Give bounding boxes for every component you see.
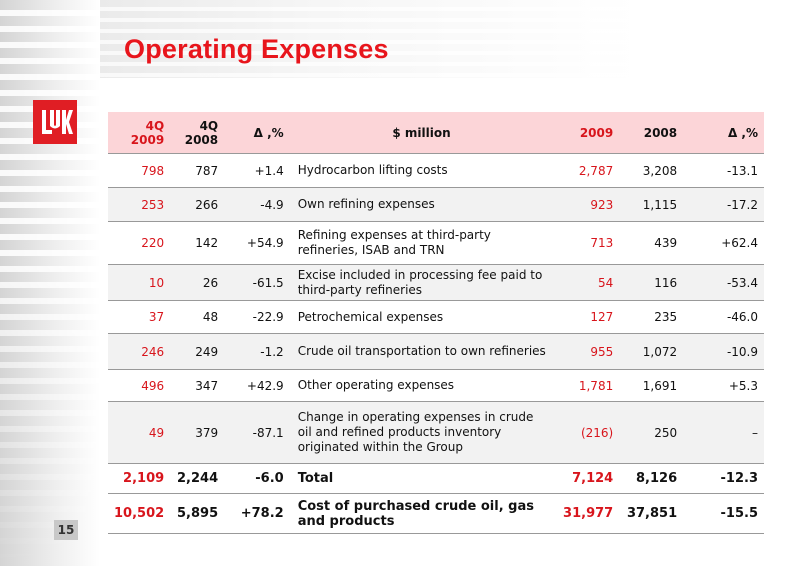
header-stripes	[0, 0, 800, 78]
header-4q-2009: 4Q 2009	[108, 112, 171, 154]
value-2008: 37,851	[619, 493, 684, 534]
value-4q-2008: 787	[170, 153, 225, 188]
value-4q-2008: 266	[170, 187, 225, 222]
item-label: Own refining expenses	[289, 187, 554, 222]
header-4q-2008: 4Q 2008	[170, 112, 225, 154]
value-4q-2008: 347	[170, 369, 225, 402]
header-2009: 2009	[553, 112, 620, 154]
table-row: 37 48 -22.9 Petrochemical expenses 127 235 -46…	[108, 300, 764, 334]
table-header-row: 4Q 2009 4Q 2008 Δ ,% $ million 2009 2008 Δ…	[108, 112, 764, 154]
value-2009: 713	[553, 221, 620, 265]
header-2008: 2008	[619, 112, 684, 154]
value-2009: 7,124	[553, 463, 620, 494]
value-delta-year: -53.4	[683, 264, 764, 301]
header-delta-quarter: Δ ,%	[224, 112, 290, 154]
value-4q-2009: 246	[108, 333, 171, 370]
value-delta-year: +62.4	[683, 221, 764, 265]
value-delta-quarter: -1.2	[224, 333, 290, 370]
item-label: Other operating expenses	[289, 369, 554, 402]
item-label: Crude oil transportation to own refineri…	[289, 333, 554, 370]
value-2009: 31,977	[553, 493, 620, 534]
value-delta-quarter: +78.2	[224, 493, 290, 534]
table-row: 496 347 +42.9 Other operating expenses 1,781…	[108, 369, 764, 402]
item-label: Petrochemical expenses	[289, 300, 554, 334]
operating-expenses-table: 4Q 2009 4Q 2008 Δ ,% $ million 2009 2008 Δ…	[108, 112, 764, 534]
value-delta-year: -10.9	[683, 333, 764, 370]
value-2009: (216)	[553, 401, 620, 464]
table-row: 220 142 +54.9 Refining expenses at third-pa…	[108, 221, 764, 265]
value-delta-year: –	[683, 401, 764, 464]
value-delta-quarter: +42.9	[224, 369, 290, 402]
value-delta-quarter: -6.0	[224, 463, 290, 494]
value-4q-2009: 496	[108, 369, 171, 402]
value-delta-year: -13.1	[683, 153, 764, 188]
value-delta-quarter: -22.9	[224, 300, 290, 334]
value-2008: 1,072	[619, 333, 684, 370]
value-2008: 1,691	[619, 369, 684, 402]
value-4q-2008: 142	[170, 221, 225, 265]
table-row: 10 26 -61.5 Excise included in processing f…	[108, 264, 764, 301]
value-delta-quarter: +54.9	[224, 221, 290, 265]
value-delta-year: -46.0	[683, 300, 764, 334]
item-label: Total	[289, 463, 554, 494]
value-delta-quarter: -61.5	[224, 264, 290, 301]
value-4q-2008: 26	[170, 264, 225, 301]
header-item: $ million	[289, 112, 554, 154]
value-delta-year: -17.2	[683, 187, 764, 222]
header-delta-year: Δ ,%	[683, 112, 764, 154]
value-2008: 439	[619, 221, 684, 265]
page-number: 15	[54, 520, 78, 540]
value-2008: 8,126	[619, 463, 684, 494]
item-label: Change in operating expenses in crude oi…	[289, 401, 554, 464]
lukoil-logo-icon	[33, 100, 77, 144]
value-4q-2009: 253	[108, 187, 171, 222]
value-2009: 955	[553, 333, 620, 370]
value-4q-2008: 2,244	[170, 463, 225, 494]
value-4q-2009: 220	[108, 221, 171, 265]
value-2009: 127	[553, 300, 620, 334]
table-row: 49 379 -87.1 Change in operating expenses i…	[108, 401, 764, 464]
value-delta-quarter: -87.1	[224, 401, 290, 464]
value-4q-2009: 2,109	[108, 463, 171, 494]
value-4q-2008: 48	[170, 300, 225, 334]
value-2009: 1,781	[553, 369, 620, 402]
item-label: Cost of purchased crude oil, gas and pro…	[289, 493, 554, 534]
value-2009: 2,787	[553, 153, 620, 188]
value-2008: 1,115	[619, 187, 684, 222]
value-delta-year: +5.3	[683, 369, 764, 402]
page-title: Operating Expenses	[124, 34, 389, 64]
value-2008: 3,208	[619, 153, 684, 188]
value-2008: 250	[619, 401, 684, 464]
value-delta-quarter: +1.4	[224, 153, 290, 188]
value-2009: 54	[553, 264, 620, 301]
total-row: 10,502 5,895 +78.2 Cost of purchased crude …	[108, 493, 764, 534]
total-row: 2,109 2,244 -6.0 Total 7,124 8,126 -12.3	[108, 463, 764, 494]
value-2009: 923	[553, 187, 620, 222]
item-label: Excise included in processing fee paid t…	[289, 264, 554, 301]
value-2008: 116	[619, 264, 684, 301]
value-4q-2009: 10,502	[108, 493, 171, 534]
value-delta-year: -12.3	[683, 463, 764, 494]
value-4q-2009: 49	[108, 401, 171, 464]
value-4q-2009: 10	[108, 264, 171, 301]
value-4q-2009: 37	[108, 300, 171, 334]
table-row: 253 266 -4.9 Own refining expenses 923 1,115-…	[108, 187, 764, 222]
table-row: 246 249 -1.2 Crude oil transportation to ow…	[108, 333, 764, 370]
item-label: Refining expenses at third-party refiner…	[289, 221, 554, 265]
value-4q-2008: 249	[170, 333, 225, 370]
value-2008: 235	[619, 300, 684, 334]
value-4q-2009: 798	[108, 153, 171, 188]
value-delta-quarter: -4.9	[224, 187, 290, 222]
left-stripes	[0, 0, 100, 566]
value-4q-2008: 5,895	[170, 493, 225, 534]
value-4q-2008: 379	[170, 401, 225, 464]
table-row: 798 787 +1.4 Hydrocarbon lifting costs 2,787…	[108, 153, 764, 188]
value-delta-year: -15.5	[683, 493, 764, 534]
item-label: Hydrocarbon lifting costs	[289, 153, 554, 188]
